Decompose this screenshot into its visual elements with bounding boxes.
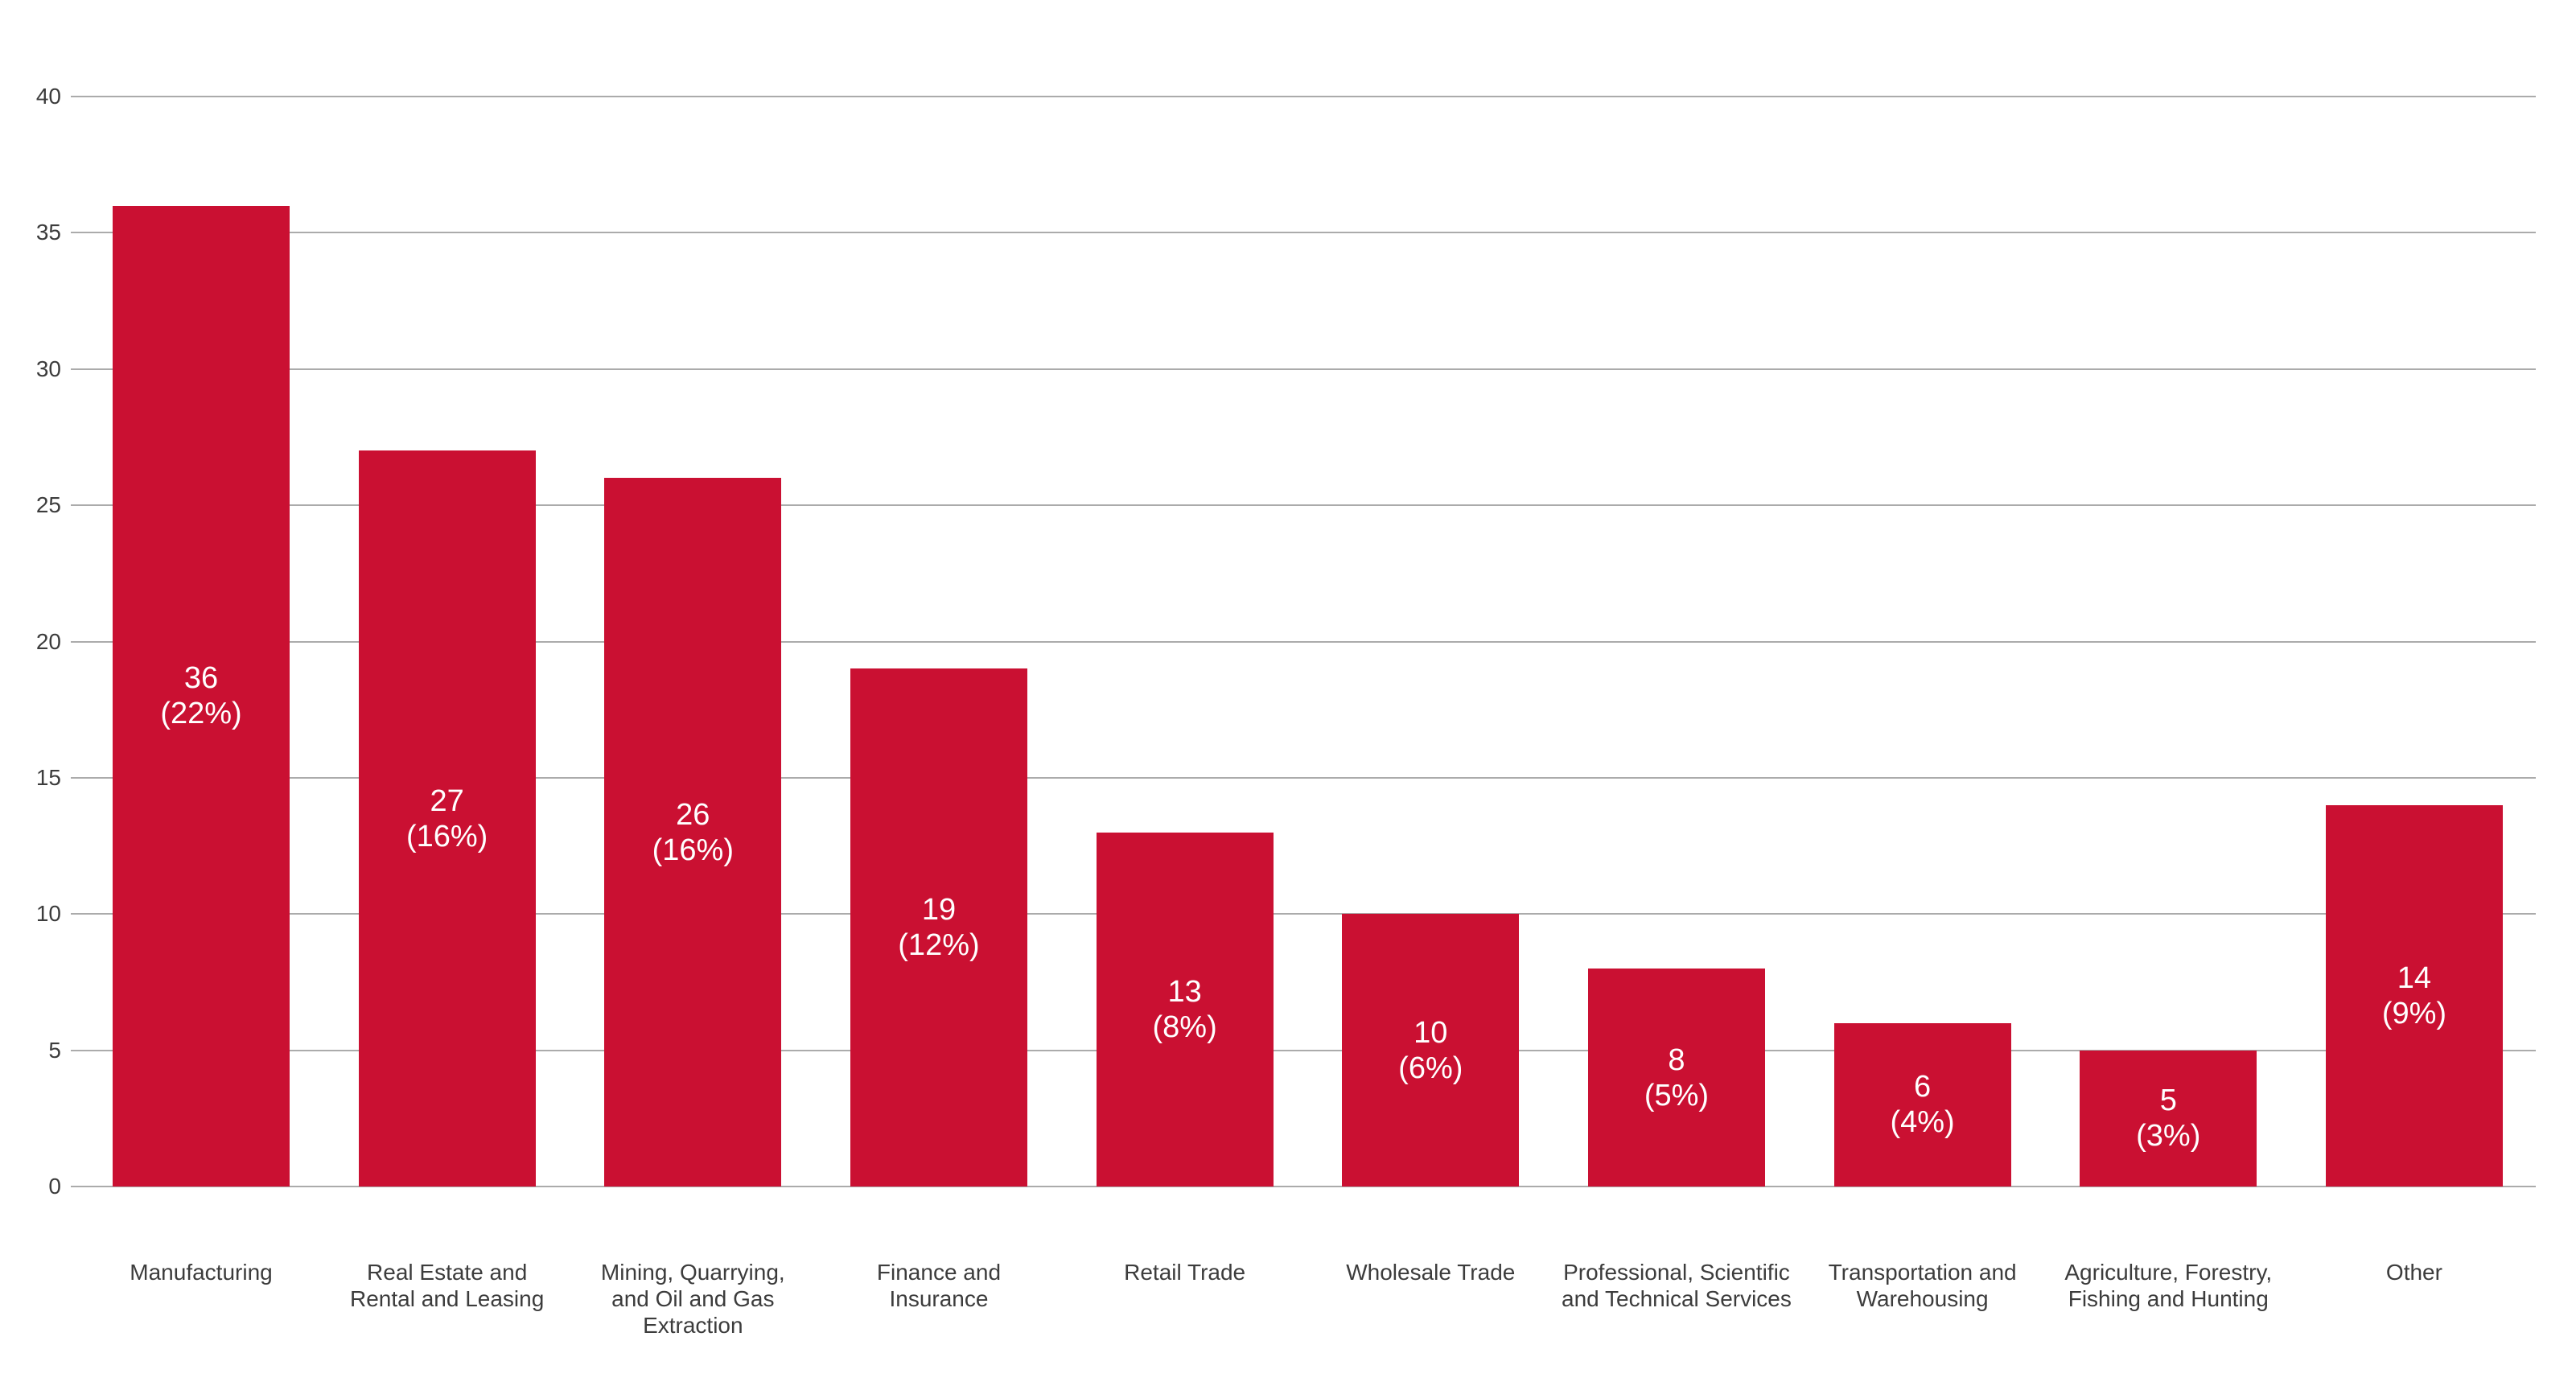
gridline-20 bbox=[71, 640, 2536, 643]
bar-percentage: (16%) bbox=[652, 833, 734, 867]
x-axis-category-label: Finance and Insurance bbox=[816, 1259, 1062, 1312]
category-line: Manufacturing bbox=[130, 1260, 273, 1285]
bar-6: 10 (6%) bbox=[1342, 914, 1520, 1187]
y-axis-tick-label: 15 bbox=[35, 764, 61, 790]
bar-7: 8 (5%) bbox=[1587, 969, 1765, 1187]
bar-value-label: 5 (3%) bbox=[2080, 1083, 2257, 1154]
bar-count: 14 bbox=[2397, 960, 2432, 995]
x-axis-category-label: Real Estate and Rental and Leasing bbox=[324, 1259, 570, 1312]
category-line: Mining, Quarrying, bbox=[600, 1260, 785, 1285]
gridline-5 bbox=[71, 1049, 2536, 1051]
category-line: Transportation and bbox=[1828, 1260, 2017, 1285]
y-axis-tick-label: 5 bbox=[48, 1037, 61, 1063]
bar-count: 26 bbox=[676, 797, 710, 832]
x-axis-category-label: Professional, Scientific and Technical Se… bbox=[1553, 1259, 1800, 1312]
bar-value-label: 19 (12%) bbox=[850, 892, 1027, 963]
bar-count: 13 bbox=[1167, 974, 1202, 1009]
bar-value-label: 14 (9%) bbox=[2326, 960, 2503, 1031]
bar-5: 13 (8%) bbox=[1096, 832, 1274, 1187]
bar-1: 36 (22%) bbox=[113, 205, 290, 1187]
bar-count: 10 bbox=[1414, 1015, 1448, 1050]
bar-count: 5 bbox=[2159, 1084, 2177, 1118]
gridline-30 bbox=[71, 368, 2536, 370]
bar-percentage: (9%) bbox=[2381, 996, 2447, 1030]
y-axis-tick-label: 30 bbox=[35, 356, 61, 381]
bar-2: 27 (16%) bbox=[358, 450, 536, 1187]
category-line: Finance and bbox=[876, 1260, 1002, 1285]
x-axis-category-label: Manufacturing bbox=[78, 1259, 324, 1285]
category-line: Extraction bbox=[643, 1313, 743, 1338]
category-line: Fishing and Hunting bbox=[2068, 1286, 2269, 1311]
y-axis-tick-label: 40 bbox=[35, 84, 61, 109]
category-line: and Oil and Gas bbox=[611, 1286, 775, 1311]
y-axis-tick-label: 35 bbox=[35, 220, 61, 245]
bar-value-label: 13 (8%) bbox=[1097, 974, 1274, 1045]
bar-value-label: 8 (5%) bbox=[1588, 1043, 1765, 1113]
category-line: Other bbox=[2385, 1260, 2442, 1285]
x-axis-category-label: Retail Trade bbox=[1062, 1259, 1308, 1285]
bar-8: 6 (4%) bbox=[1833, 1022, 2011, 1187]
bar-count: 8 bbox=[1668, 1043, 1685, 1077]
x-axis-category-label: Mining, Quarrying, and Oil and Gas Extract… bbox=[570, 1259, 816, 1339]
bar-value-label: 27 (16%) bbox=[359, 783, 536, 854]
x-axis-category-label: Wholesale Trade bbox=[1307, 1259, 1553, 1285]
bar-percentage: (22%) bbox=[160, 697, 242, 731]
bar-percentage: (8%) bbox=[1152, 1010, 1217, 1044]
bar-count: 36 bbox=[183, 661, 219, 696]
category-line: Professional, Scientific bbox=[1563, 1260, 1790, 1285]
bar-9: 5 (3%) bbox=[2080, 1050, 2257, 1187]
bar-percentage: (5%) bbox=[1644, 1078, 1710, 1113]
y-axis-tick-label: 0 bbox=[48, 1174, 61, 1199]
category-line: Warehousing bbox=[1856, 1286, 1989, 1311]
bar-count: 6 bbox=[1914, 1070, 1932, 1104]
gridline-15 bbox=[71, 776, 2536, 779]
gridline-25 bbox=[71, 504, 2536, 507]
bar-3: 26 (16%) bbox=[604, 478, 782, 1187]
category-line: Rental and Leasing bbox=[350, 1286, 545, 1311]
category-line: and Technical Services bbox=[1562, 1286, 1792, 1311]
x-axis-category-label: Transportation and Warehousing bbox=[1800, 1259, 2046, 1312]
bar-count: 27 bbox=[430, 783, 464, 818]
bar-percentage: (16%) bbox=[405, 819, 488, 853]
bar-value-label: 36 (22%) bbox=[113, 660, 290, 731]
gridline-40 bbox=[71, 96, 2536, 97]
bar-percentage: (6%) bbox=[1398, 1051, 1463, 1085]
category-line: Real Estate and bbox=[367, 1260, 528, 1285]
gridline-0 bbox=[71, 1186, 2536, 1187]
bar-value-label: 10 (6%) bbox=[1342, 1015, 1519, 1086]
category-line: Agriculture, Forestry, bbox=[2064, 1260, 2273, 1285]
x-axis-category-label: Agriculture, Forestry, Fishing and Huntin… bbox=[2045, 1259, 2291, 1312]
gridline-10 bbox=[71, 913, 2536, 915]
category-line: Retail Trade bbox=[1124, 1260, 1246, 1285]
bar-4: 19 (12%) bbox=[850, 668, 1027, 1187]
bar-value-label: 26 (16%) bbox=[604, 797, 781, 868]
bar-count: 19 bbox=[921, 893, 957, 927]
bar-percentage: (3%) bbox=[2136, 1119, 2201, 1154]
gridline-35 bbox=[71, 232, 2536, 234]
bar-value-label: 6 (4%) bbox=[1834, 1069, 2011, 1140]
y-axis-tick-label: 10 bbox=[35, 901, 61, 927]
y-axis-tick-label: 20 bbox=[35, 628, 61, 654]
x-axis-category-label: Other bbox=[2291, 1259, 2537, 1285]
bar-percentage: (4%) bbox=[1890, 1105, 1955, 1140]
bar-percentage: (12%) bbox=[898, 928, 980, 963]
category-line: Wholesale Trade bbox=[1346, 1260, 1516, 1285]
y-axis-tick-label: 25 bbox=[35, 492, 61, 518]
bar-10: 14 (9%) bbox=[2325, 804, 2503, 1187]
category-line: Insurance bbox=[889, 1286, 989, 1311]
